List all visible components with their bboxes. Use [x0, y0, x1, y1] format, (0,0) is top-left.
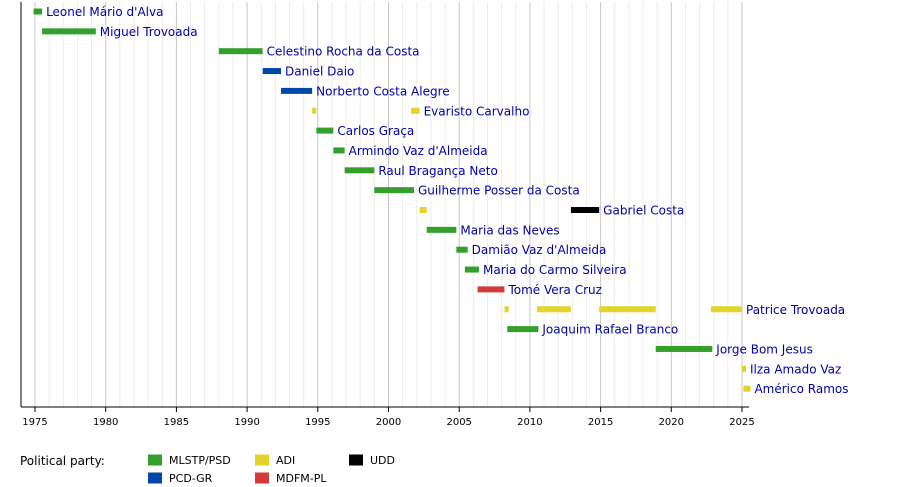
term-bar [477, 286, 505, 293]
term-bar [316, 127, 334, 134]
x-tick-label: 1995 [305, 417, 330, 428]
person-name-label[interactable]: Damião Vaz d'Almeida [472, 243, 607, 257]
legend-label: PCD-GR [169, 472, 213, 485]
term-bar [344, 167, 375, 174]
x-tick-label: 2015 [588, 417, 613, 428]
term-bar [262, 68, 282, 75]
person-name-label[interactable]: Miguel Trovoada [100, 25, 198, 39]
term-bar [710, 306, 742, 313]
legend-title: Political party: [20, 454, 105, 468]
legend: Political party: MLSTP/PSD PCD-GR ADI MDFM-P… [20, 454, 395, 485]
person-name-label[interactable]: Jorge Bom Jesus [715, 342, 813, 356]
axes [20, 2, 749, 408]
legend-label: MLSTP/PSD [169, 454, 231, 467]
legend-swatch [148, 454, 162, 466]
term-bar [426, 226, 457, 233]
person-name-label[interactable]: Raul Bragança Neto [378, 164, 497, 178]
person-name-label[interactable]: Gabriel Costa [603, 204, 684, 218]
x-tick-label: 2000 [376, 417, 401, 428]
legend-label: MDFM-PL [276, 472, 327, 485]
term-bar [411, 107, 420, 114]
legend-label: ADI [276, 454, 295, 467]
x-tick-label: 2025 [729, 417, 754, 428]
grid-lines [34, 2, 743, 407]
term-bar [281, 87, 313, 94]
person-name-label[interactable]: Daniel Daio [285, 65, 354, 79]
term-bar [507, 326, 539, 333]
term-bar [33, 8, 43, 15]
term-bar [570, 207, 600, 213]
legend-swatch [255, 472, 269, 484]
person-name-label[interactable]: Joaquim Rafael Branco [541, 323, 678, 337]
person-name-label[interactable]: Celestino Rocha da Costa [267, 45, 420, 59]
term-bar [456, 246, 468, 253]
person-name-label[interactable]: Evaristo Carvalho [424, 104, 530, 118]
person-name-label[interactable]: Maria das Neves [460, 223, 559, 237]
person-name-label[interactable]: Norberto Costa Alegre [316, 84, 450, 98]
person-name-label[interactable]: Armindo Vaz d'Almeida [349, 144, 488, 158]
x-tick-label: 2005 [446, 417, 471, 428]
legend-swatch [255, 454, 269, 466]
person-name-label[interactable]: Guilherme Posser da Costa [418, 184, 580, 198]
x-tick-label: 1990 [234, 417, 259, 428]
person-name-label[interactable]: Carlos Graça [337, 124, 414, 138]
legend-label: UDD [370, 454, 395, 467]
person-name-label[interactable]: Maria do Carmo Silveira [483, 263, 627, 277]
person-name-label[interactable]: Ilza Amado Vaz [750, 362, 841, 376]
term-bars [33, 8, 751, 392]
legend-swatch [349, 454, 363, 466]
term-bar [333, 147, 345, 154]
term-bar [536, 306, 571, 313]
term-bar [599, 306, 656, 313]
term-bar [374, 187, 414, 194]
legend-swatch [148, 472, 162, 484]
term-bar [504, 306, 509, 313]
person-name-label[interactable]: Américo Ramos [754, 382, 848, 396]
term-bar [464, 266, 479, 273]
term-bar [312, 107, 317, 114]
person-name-label[interactable]: Leonel Mário d'Alva [46, 5, 163, 19]
term-bar [218, 48, 263, 55]
term-bar [743, 385, 751, 392]
person-name-label[interactable]: Patrice Trovoada [746, 303, 845, 317]
x-tick-label: 2020 [659, 417, 684, 428]
term-bar [419, 207, 427, 213]
x-tick-label: 1975 [22, 417, 47, 428]
person-name-label[interactable]: Tomé Vera Cruz [507, 283, 602, 297]
term-bar [42, 28, 96, 35]
term-bar [742, 365, 746, 372]
x-axis-ticks: 1975 1980 1985 1990 1995 2000 2005 2010 2015 2020… [22, 407, 755, 428]
x-tick-label: 1980 [93, 417, 118, 428]
x-tick-label: 2010 [517, 417, 542, 428]
term-bar [655, 345, 713, 352]
x-tick-label: 1985 [164, 417, 189, 428]
person-labels: Leonel Mário d'Alva Miguel Trovoada Celest… [46, 5, 848, 396]
